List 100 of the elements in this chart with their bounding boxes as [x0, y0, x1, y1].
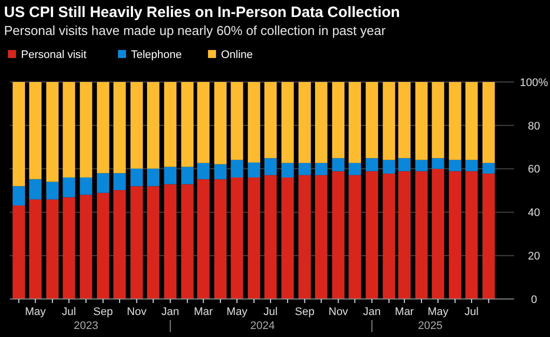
legend-label: Personal visit	[21, 49, 86, 61]
bar	[96, 192, 110, 299]
bar	[298, 82, 311, 163]
x-tick-label: Jan	[363, 306, 381, 318]
x-tick-label: Mar	[394, 306, 414, 318]
x-tick-label: Jan	[161, 306, 180, 318]
bar	[12, 186, 25, 206]
bar	[432, 168, 444, 299]
bar	[130, 168, 143, 186]
bar	[465, 171, 478, 299]
bar	[248, 82, 260, 163]
chart-title: US CPI Still Heavily Relies on In-Person Data Collection	[4, 4, 400, 21]
bar	[214, 179, 227, 299]
bar	[415, 82, 428, 160]
bar	[46, 199, 59, 299]
text: 2023	[74, 320, 98, 332]
bar	[230, 82, 244, 160]
x-tick-label: Jul	[62, 306, 76, 318]
bar	[298, 175, 311, 299]
bar	[332, 171, 344, 299]
bar	[315, 175, 328, 299]
x-tick-label: Sep	[93, 306, 113, 318]
bar	[80, 177, 92, 195]
y-tick-label: 0	[530, 294, 538, 306]
bar	[248, 162, 260, 178]
bar	[366, 82, 378, 158]
bar	[448, 160, 462, 172]
bar	[181, 82, 194, 167]
bar	[62, 197, 76, 299]
legend-label: Telephone	[131, 49, 182, 61]
bar	[80, 194, 92, 299]
bar	[366, 171, 378, 299]
bar	[29, 82, 42, 180]
y-tick-label: 40	[528, 207, 540, 220]
bar	[181, 166, 194, 184]
bar	[197, 162, 210, 180]
bar	[248, 177, 260, 299]
bar	[281, 82, 294, 163]
y-tick-label: 80	[528, 120, 540, 132]
bar	[12, 205, 25, 299]
bar	[164, 82, 176, 167]
bar	[130, 186, 143, 299]
bar	[482, 174, 495, 299]
bar	[12, 82, 25, 186]
y-tick-label: 100%	[520, 76, 548, 89]
bar	[465, 160, 478, 172]
bar	[29, 179, 42, 200]
bar	[415, 171, 428, 299]
bar	[281, 162, 294, 178]
bar	[448, 171, 462, 299]
bar	[332, 82, 344, 158]
bar	[197, 179, 210, 299]
bar	[382, 174, 396, 299]
x-tick-label: May	[226, 306, 248, 318]
chart-subtitle: Personal visits have made up nearly 60% of collection in past year	[4, 23, 386, 38]
x-tick-label: May	[428, 306, 449, 318]
bar	[96, 82, 110, 174]
bar	[230, 177, 244, 299]
bar	[432, 158, 444, 169]
text: 2024	[250, 320, 275, 332]
y-tick-label: 60	[528, 164, 540, 176]
bar	[281, 177, 294, 299]
bar	[366, 158, 378, 172]
bar	[415, 160, 428, 172]
bar	[80, 82, 92, 178]
bar	[29, 199, 42, 299]
bar	[113, 173, 126, 190]
x-tick-label: Sep	[294, 306, 314, 318]
bar	[398, 158, 411, 172]
bar	[482, 162, 495, 174]
bar	[382, 82, 396, 160]
bar	[264, 175, 277, 299]
x-tick-label: May	[24, 306, 46, 318]
bar	[214, 164, 227, 180]
bar	[432, 82, 444, 158]
bar	[332, 158, 344, 172]
bar	[230, 160, 244, 178]
bar	[264, 82, 277, 158]
bar	[382, 160, 396, 174]
bar	[398, 82, 411, 158]
bar	[197, 82, 210, 163]
bar	[147, 168, 160, 186]
bar	[147, 82, 160, 169]
bar	[113, 82, 126, 174]
bar	[164, 184, 176, 299]
bar	[264, 158, 277, 176]
bar	[482, 82, 495, 163]
bar	[398, 171, 411, 299]
bar	[348, 175, 361, 299]
bar	[448, 82, 462, 160]
bar	[46, 182, 59, 200]
y-tick-label: 20	[528, 250, 540, 262]
bar	[46, 82, 59, 182]
bar	[181, 184, 194, 299]
text: 2025	[418, 320, 443, 332]
bar	[62, 82, 76, 178]
x-tick-label: Jul	[464, 306, 479, 318]
bar	[113, 190, 126, 299]
bar	[348, 162, 361, 176]
x-tick-label: Nov	[328, 306, 349, 318]
